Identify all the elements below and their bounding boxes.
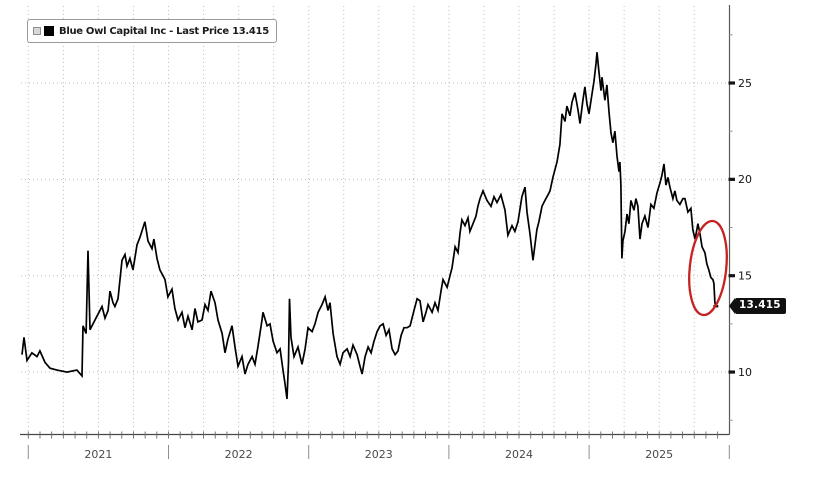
last-price-value: 13.415: [735, 298, 786, 315]
legend-checkbox-icon[interactable]: [33, 27, 41, 35]
x-axis-ticks: [27, 431, 719, 439]
legend-series-label: Blue Owl Capital Inc - Last Price 13.415: [59, 25, 269, 37]
legend-series-swatch-icon: [44, 26, 54, 36]
price-pointer-arrow-icon: [729, 298, 735, 315]
y-axis-price-label: 25: [738, 77, 752, 90]
gridlines: [21, 6, 729, 433]
x-axis-year-label: 2022: [225, 448, 253, 461]
legend-box[interactable]: Blue Owl Capital Inc - Last Price 13.415: [27, 19, 277, 43]
x-axis-year-label: 2021: [84, 448, 112, 461]
y-axis-price-label: 15: [738, 270, 752, 283]
last-price-badge: 13.415: [729, 298, 786, 315]
x-axis-year-label: 2025: [645, 448, 673, 461]
y-axis-ticks: 10 15 20 25: [728, 34, 752, 421]
y-axis-price-label: 10: [738, 366, 752, 379]
highlight-ellipse-annotation: [688, 219, 728, 317]
price-line-series: [21, 52, 717, 400]
y-axis-price-label: 20: [738, 173, 752, 186]
x-axis-year-label: 2023: [365, 448, 393, 461]
x-axis-year-label: 2024: [505, 448, 533, 461]
x-axis-labels: 2021 2022 2023 2024 2025: [27, 445, 730, 461]
axes: [20, 5, 731, 436]
